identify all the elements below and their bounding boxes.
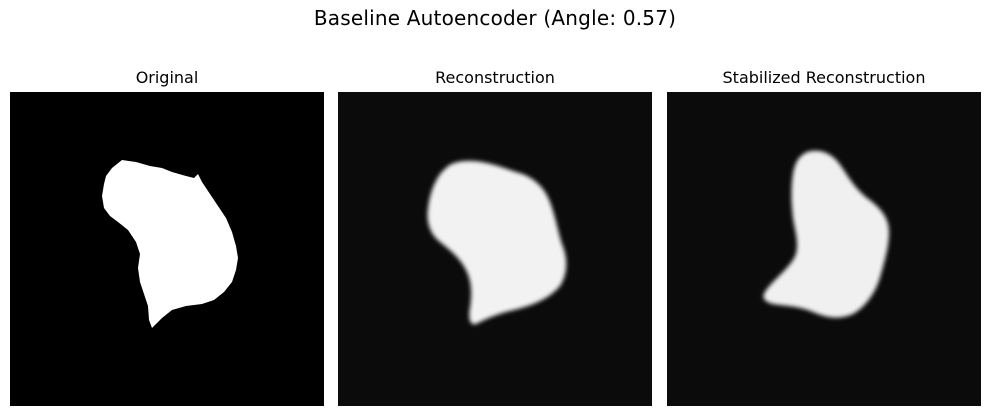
panel-original: Original xyxy=(10,66,324,406)
panel-reconstruction: Reconstruction xyxy=(338,66,652,406)
panel-title: Stabilized Reconstruction xyxy=(667,66,981,92)
panel-title: Original xyxy=(10,66,324,92)
panel-title: Reconstruction xyxy=(338,66,652,92)
stabilized-reconstruction-image xyxy=(667,92,981,406)
original-mask-image xyxy=(10,92,324,406)
figure-title: Baseline Autoencoder (Angle: 0.57) xyxy=(0,6,990,30)
panel-stabilized-reconstruction: Stabilized Reconstruction xyxy=(667,66,981,406)
reconstruction-image xyxy=(338,92,652,406)
